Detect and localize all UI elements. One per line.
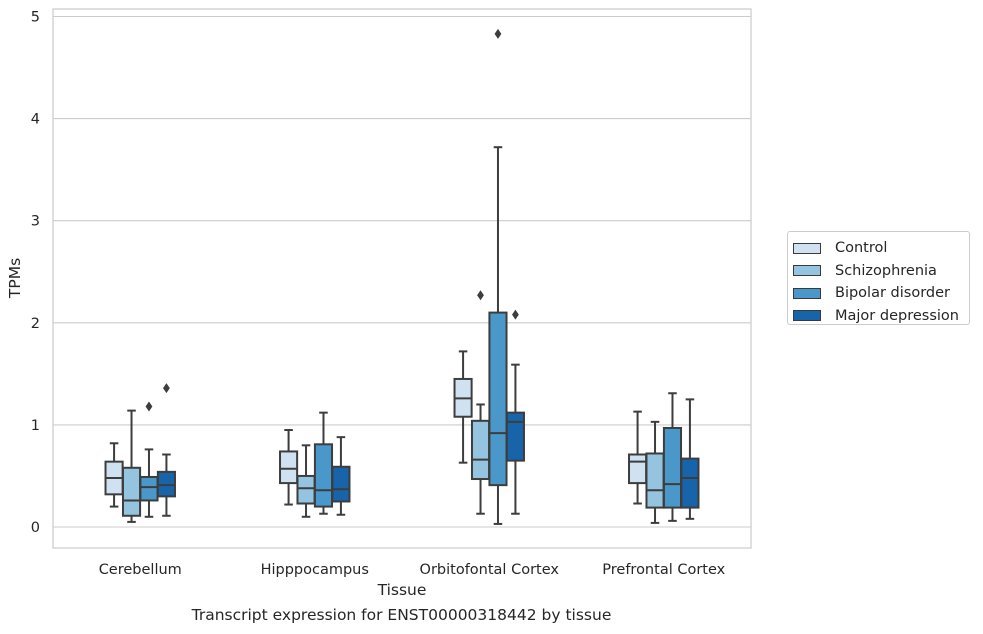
legend-label: Bipolar disorder [835,285,950,302]
y-tick-label: 3 [31,214,40,230]
legend-swatch [793,242,821,254]
box-control [279,429,299,506]
box-bipolar-disorder [139,401,159,518]
legend-swatch [793,287,821,299]
y-axis-ticks: 0 1 2 3 4 5 [31,10,40,537]
x-tick-label: Cerebellum [99,562,182,578]
gridlines [53,15,751,528]
box-iqr [156,470,176,498]
y-tick-label: 2 [31,316,40,332]
y-tick-label: 1 [31,418,40,434]
legend-swatch [793,265,821,277]
x-axis-ticks: Cerebellum Hipppocampus Orbitofontal Corte… [99,562,726,578]
outlier-point [494,28,502,39]
legend-label: Control [835,240,888,257]
box-schizophrenia [296,444,316,518]
box-schizophrenia [470,290,491,515]
box-control [104,442,124,508]
box-iqr [279,450,299,485]
x-tick-label: Orbitofontal Cortex [420,562,560,578]
box-control [453,350,473,464]
box-bipolar-disorder [488,28,508,525]
box-major-depression [505,309,525,515]
outlier-point [477,290,484,301]
box-iqr [488,311,508,487]
box-control [628,410,648,505]
legend-swatch [793,310,821,322]
legend-item: Bipolar disorder [793,282,969,305]
box-iqr [139,475,159,502]
legend-item: Control [793,237,969,260]
box-iqr [680,457,700,509]
box-major-depression [156,383,176,517]
outlier-point [163,383,170,394]
box-bipolar-disorder [313,411,334,515]
box-schizophrenia [121,409,142,523]
box-iqr [313,443,334,508]
box-schizophrenia [645,420,665,524]
plot-frame [52,8,752,549]
outlier-point [512,309,519,320]
box-iqr [331,465,351,503]
legend: Control Schizophrenia Bipolar disorder Majo… [787,231,970,325]
x-tick-label: Prefrontal Cortex [602,562,725,578]
y-tick-label: 5 [31,10,40,26]
legend-item: Schizophrenia [793,260,969,283]
y-tick-label: 0 [31,520,40,536]
box-iqr [645,452,665,509]
y-axis-label: TPMs [6,258,24,299]
outlier-point [145,401,153,412]
chart-caption: Transcript expression for ENST0000031844… [191,606,612,624]
box-iqr [662,426,683,509]
legend-label: Major depression [835,307,959,324]
x-tick-label: Hipppocampus [261,562,369,578]
box-iqr [470,419,491,481]
box-iqr [505,411,525,462]
legend-label: Schizophrenia [835,262,937,279]
y-tick-label: 4 [31,112,40,128]
box-iqr [296,474,316,505]
box-major-depression [680,398,700,520]
x-axis-label: Tissue [377,581,427,599]
box-major-depression [331,436,351,516]
box-iqr [628,453,648,485]
box-iqr [121,466,142,517]
legend-item: Major depression [793,305,969,328]
box-plot-groups [104,28,700,525]
box-bipolar-disorder [662,392,683,522]
